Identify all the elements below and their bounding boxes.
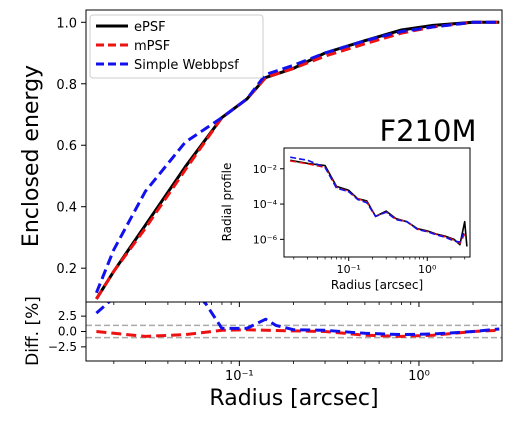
legend: ePSF mPSF Simple Webbpsf — [89, 14, 264, 79]
main-plot-series — [95, 20, 500, 300]
legend-label-webbpsf: Simple Webbpsf — [134, 58, 239, 73]
legend-label-epsf: ePSF — [134, 20, 166, 35]
main-y-tick-label: 0.8 — [56, 78, 77, 93]
inset-y-tick-label: 10⁻⁴ — [253, 198, 278, 211]
inset-series-line-2 — [290, 156, 466, 243]
legend-label-mpsf: mPSF — [134, 39, 170, 54]
inset-x-tick-label: 10⁰ — [418, 263, 437, 276]
main-plot-ticks: 0.2 0.4 0.6 0.8 1.0 — [56, 16, 474, 307]
inset-y-tick-label: 10⁻⁶ — [253, 233, 278, 246]
inset-plot-frame — [283, 147, 471, 258]
legend-box — [89, 14, 264, 79]
x-axis-label: Radius [arcsec] — [209, 386, 378, 411]
inset-plot: 10⁻² 10⁻⁴ 10⁻⁶ 10⁻¹ 10⁰ Radial profile Radiu… — [220, 147, 471, 292]
diff-x-tick-label: 10⁻¹ — [225, 369, 254, 384]
inset-plot-series — [290, 156, 468, 247]
diff-plot-axes: 2.5 0.0−2.5 10⁻¹ 10⁰ — [48, 309, 474, 384]
diff-y-tick-label: 0.0 — [58, 325, 77, 339]
filter-annotation: F210M — [379, 114, 476, 148]
diff-y-tick-label: 2.5 — [58, 309, 77, 323]
inset-y-axis-label: Radial profile — [220, 163, 234, 242]
inset-plot-axes: 10⁻² 10⁻⁴ 10⁻⁶ 10⁻¹ 10⁰ — [253, 163, 466, 276]
diff-x-tick-label: 10⁰ — [408, 369, 430, 384]
diff-y-tick-label: −2.5 — [48, 340, 77, 354]
diff-y-axis-label: Diff. [%] — [23, 296, 43, 366]
main-y-axis-label: Enclosed energy — [19, 65, 44, 247]
main-y-tick-label: 0.4 — [56, 201, 77, 216]
main-y-tick-label: 0.6 — [56, 139, 77, 154]
main-y-tick-label: 1.0 — [56, 16, 77, 31]
main-y-tick-label: 0.2 — [56, 262, 77, 277]
inset-y-tick-label: 10⁻² — [253, 163, 277, 176]
inset-x-axis-label: Radius [arcsec] — [331, 278, 423, 292]
inset-x-tick-label: 10⁻¹ — [337, 263, 361, 276]
diff-plot-series — [86, 302, 502, 339]
main-series-line-2 — [95, 20, 500, 294]
